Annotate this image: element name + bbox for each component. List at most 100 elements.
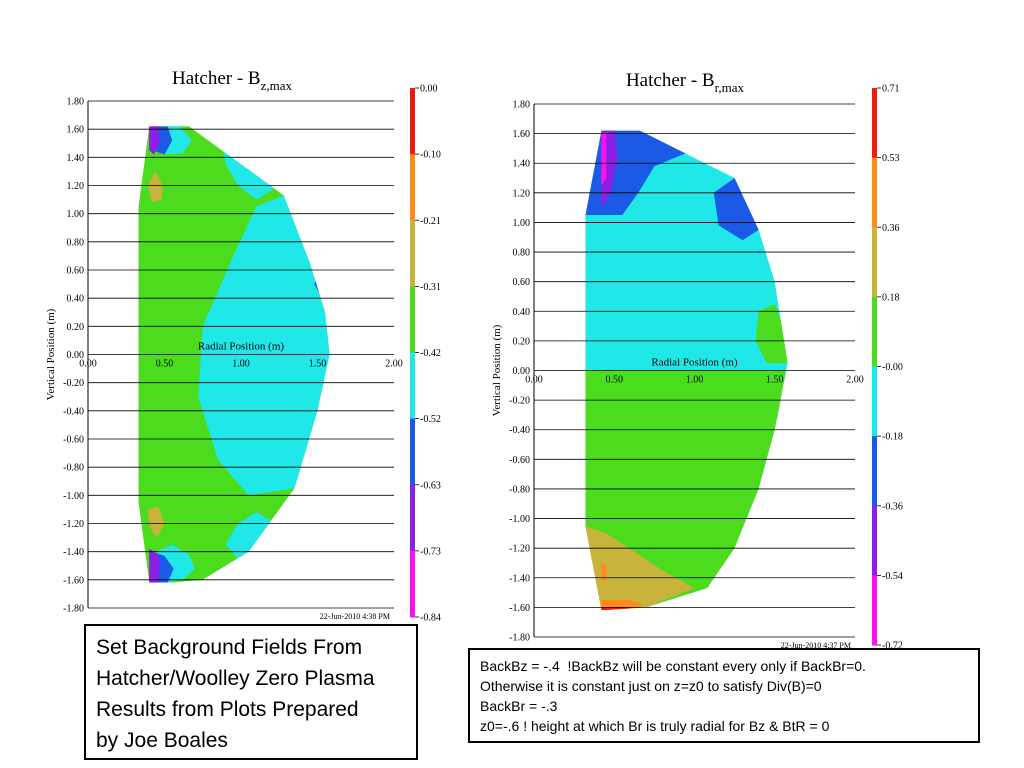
x-axis-label: Radial Position (m) [198, 341, 285, 353]
chart-title-main: Hatcher - B [172, 68, 261, 89]
colorbar-label: -0.00 [882, 362, 903, 373]
y-tick-label: -0.80 [63, 463, 84, 474]
colorbar-segment [410, 154, 415, 221]
y-tick-label: 1.60 [513, 129, 531, 140]
x-tick-label: 1.00 [232, 359, 250, 370]
colorbar-label: 0.71 [882, 84, 900, 95]
colorbar-segment [410, 550, 415, 618]
note-right-line: BackBz = -.4 !BackBz will be constant ev… [480, 658, 866, 674]
y-tick-label: 1.00 [67, 209, 85, 220]
y-tick-label: -1.40 [63, 547, 84, 558]
chart-title-subscript: r,max [715, 80, 745, 95]
y-axis-label: Vertical Position (m) [491, 324, 503, 416]
y-tick-label: -0.80 [509, 484, 530, 495]
note-left-line: Hatcher/Woolley Zero Plasma [96, 667, 375, 690]
x-axis-label: Radial Position (m) [651, 357, 738, 369]
colorbar-segment [872, 227, 877, 298]
x-tick-label: 2.00 [846, 375, 864, 386]
chart-title: Hatcher - Br,max [626, 70, 745, 95]
colorbar-label: 0.53 [882, 153, 900, 164]
x-tick-label: 2.00 [385, 359, 403, 370]
y-tick-label: 0.00 [513, 366, 531, 377]
colorbar-label: -0.36 [882, 501, 903, 512]
y-tick-label: -1.60 [63, 575, 84, 586]
colorbar-segment [410, 88, 415, 155]
colorbar-segment [410, 484, 415, 552]
x-tick-label: 0.50 [606, 375, 624, 386]
note-right-line: z0=-.6 ! height at which Br is truly rad… [480, 718, 830, 734]
contour-regions [585, 130, 788, 611]
timestamp: 22-Jun-2010 4:38 PM [320, 612, 390, 621]
y-tick-label: 0.40 [67, 294, 85, 305]
colorbar-segment [410, 220, 415, 287]
y-tick-label: -0.60 [509, 455, 530, 466]
y-tick-label: 0.20 [67, 322, 85, 333]
colorbar-segment [872, 157, 877, 228]
note-left-line: Results from Plots Prepared [96, 698, 359, 721]
y-tick-label: 0.60 [67, 266, 85, 277]
y-tick-label: 1.20 [67, 181, 85, 192]
chart-br-max: 1.80 1.60 1.40 1.20 1.00 0.80 0.60 0.40 0.20 0.00… [491, 70, 903, 652]
y-tick-label: -0.20 [63, 378, 84, 389]
y-tick-label: -0.40 [63, 406, 84, 417]
x-tick-label: 1.50 [309, 359, 327, 370]
x-tick-label: 0.00 [79, 359, 97, 370]
colorbar-segment [872, 436, 877, 507]
colorbar-segment [872, 366, 877, 437]
contour-region [149, 126, 160, 155]
contour-region [601, 133, 607, 186]
contour-region [755, 303, 788, 364]
note-left-line: by Joe Boales [96, 729, 228, 752]
y-tick-label: -1.40 [509, 573, 530, 584]
chart-title-main: Hatcher - B [626, 70, 715, 91]
colorbar-label: -0.84 [420, 613, 441, 624]
note-background-fields: Set Background Fields From Hatcher/Wooll… [84, 624, 418, 760]
colorbar-segment [872, 88, 877, 159]
y-tick-label: 0.80 [513, 248, 531, 259]
colorbar-label: -0.52 [420, 414, 441, 425]
y-tick-label: 0.80 [67, 237, 85, 248]
y-tick-label: 0.40 [513, 307, 531, 318]
y-tick-label: -0.20 [509, 396, 530, 407]
colorbar-segment [872, 575, 877, 646]
y-tick-label: 1.80 [513, 100, 531, 111]
timestamp: 22-Jun-2010 4:37 PM [781, 641, 851, 650]
colorbar-label: -0.54 [882, 571, 903, 582]
y-axis-label: Vertical Position (m) [45, 308, 57, 400]
colorbar-label: -0.42 [420, 348, 441, 359]
x-tick-label: 1.00 [686, 375, 704, 386]
y-tick-label: -1.00 [63, 491, 84, 502]
note-right-line: BackBr = -.3 [480, 698, 558, 714]
y-tick-label: 1.60 [67, 125, 85, 136]
y-tick-label: 0.00 [67, 350, 85, 361]
colorbar-segment [872, 296, 877, 367]
y-tick-label: -1.60 [509, 603, 530, 614]
y-tick-label: -1.00 [509, 514, 530, 525]
x-tick-label: 0.50 [156, 359, 174, 370]
y-tick-label: 1.40 [67, 153, 85, 164]
contour-region [750, 382, 783, 423]
y-tick-label: 1.40 [513, 159, 531, 170]
y-tick-label: -1.80 [509, 633, 530, 644]
colorbar-segment [872, 505, 877, 576]
y-tick-label: -0.40 [509, 425, 530, 436]
colorbar-label: -0.31 [420, 282, 441, 293]
contour-region [713, 178, 759, 241]
colorbar-label: -0.10 [420, 150, 441, 161]
colorbar-label: 0.18 [882, 292, 900, 303]
y-tick-label: 1.00 [513, 218, 531, 229]
colorbar-label: -0.63 [420, 480, 441, 491]
colorbar-label: -0.21 [420, 216, 441, 227]
chart-title: Hatcher - Bz,max [172, 68, 293, 93]
colorbar-segment [410, 352, 415, 420]
contour-region [149, 548, 160, 583]
chart-bz-max: 1.80 1.60 1.40 1.20 1.00 0.80 0.60 0.40 0.20 0.00… [45, 68, 441, 624]
contour-region [601, 607, 631, 611]
contour-region [147, 506, 165, 538]
colorbar-label: -0.18 [882, 432, 903, 443]
colorbar-label: 0.00 [420, 84, 438, 95]
contour-region [147, 171, 163, 203]
y-tick-label: -1.80 [63, 604, 84, 615]
colorbar-label: -0.72 [882, 641, 903, 652]
